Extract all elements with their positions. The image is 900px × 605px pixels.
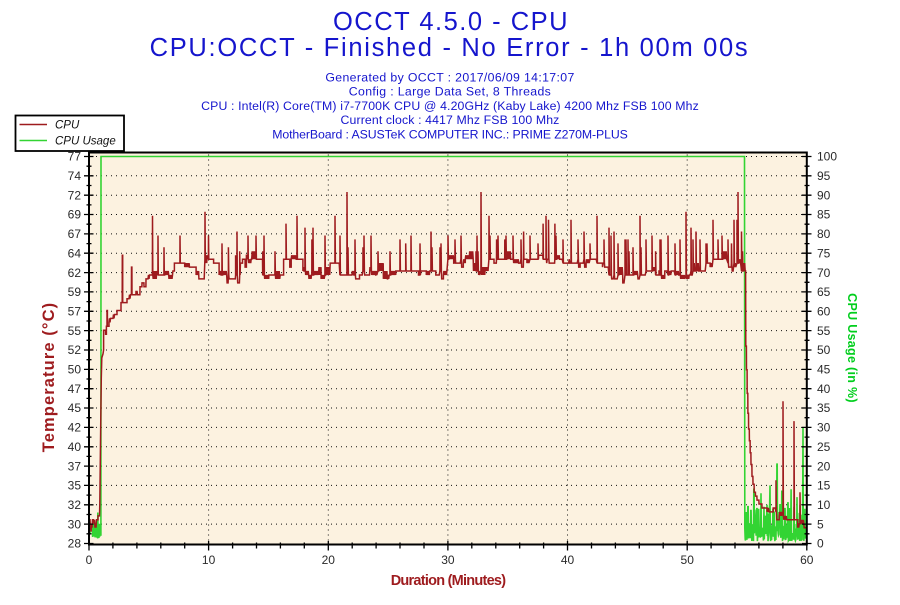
svg-text:70: 70	[817, 266, 831, 280]
svg-text:10: 10	[202, 553, 216, 567]
svg-text:65: 65	[817, 285, 831, 299]
svg-text:47: 47	[68, 382, 82, 396]
svg-text:72: 72	[68, 188, 82, 202]
svg-text:50: 50	[681, 553, 695, 567]
svg-text:Generated by OCCT : 2017/06/09: Generated by OCCT : 2017/06/09 14:17:07	[325, 71, 574, 85]
svg-text:0: 0	[86, 553, 93, 567]
svg-text:35: 35	[68, 479, 82, 493]
svg-text:52: 52	[68, 343, 82, 357]
svg-text:35: 35	[817, 401, 831, 415]
svg-text:CPU Usage (in %): CPU Usage (in %)	[845, 293, 859, 403]
svg-text:74: 74	[68, 169, 82, 183]
svg-text:25: 25	[817, 440, 831, 454]
svg-text:45: 45	[817, 363, 831, 377]
svg-text:60: 60	[800, 553, 814, 567]
svg-text:60: 60	[817, 305, 831, 319]
svg-text:MotherBoard : ASUSTeK COMPUTER: MotherBoard : ASUSTeK COMPUTER INC.: PRI…	[272, 127, 628, 141]
svg-text:20: 20	[817, 459, 831, 473]
svg-text:55: 55	[817, 324, 831, 338]
svg-text:CPU: CPU	[55, 120, 80, 132]
svg-text:Duration (Minutes): Duration (Minutes)	[391, 573, 506, 589]
svg-text:59: 59	[68, 285, 82, 299]
svg-text:40: 40	[68, 440, 82, 454]
svg-text:77: 77	[68, 150, 82, 164]
svg-text:28: 28	[68, 537, 82, 551]
svg-text:Config : Large Data Set, 8 Thr: Config : Large Data Set, 8 Threads	[349, 85, 551, 99]
svg-text:30: 30	[817, 421, 831, 435]
svg-text:15: 15	[817, 479, 831, 493]
svg-text:42: 42	[68, 421, 82, 435]
svg-text:50: 50	[817, 343, 831, 357]
svg-text:CPU : Intel(R) Core(TM) i7-770: CPU : Intel(R) Core(TM) i7-7700K CPU @ 4…	[201, 99, 699, 113]
svg-text:Temperature (°C): Temperature (°C)	[40, 302, 58, 452]
svg-text:10: 10	[817, 498, 831, 512]
svg-text:67: 67	[68, 227, 82, 241]
svg-text:69: 69	[68, 208, 82, 222]
svg-text:CPU:OCCT - Finished - No Error: CPU:OCCT - Finished - No Error - 1h 00m …	[150, 34, 750, 62]
svg-text:45: 45	[68, 401, 82, 415]
svg-text:100: 100	[817, 150, 837, 164]
svg-text:57: 57	[68, 305, 82, 319]
svg-text:95: 95	[817, 169, 831, 183]
svg-text:55: 55	[68, 324, 82, 338]
svg-text:32: 32	[68, 498, 82, 512]
svg-text:OCCT 4.5.0 - CPU: OCCT 4.5.0 - CPU	[333, 8, 569, 36]
svg-text:62: 62	[68, 266, 82, 280]
svg-text:40: 40	[561, 553, 575, 567]
svg-text:30: 30	[441, 553, 455, 567]
svg-text:64: 64	[68, 246, 82, 260]
svg-text:40: 40	[817, 382, 831, 396]
svg-text:5: 5	[817, 517, 824, 531]
svg-text:80: 80	[817, 227, 831, 241]
svg-text:75: 75	[817, 246, 831, 260]
svg-text:Current clock : 4417 Mhz FSB 1: Current clock : 4417 Mhz FSB 100 Mhz	[341, 113, 560, 127]
svg-text:30: 30	[68, 517, 82, 531]
svg-text:20: 20	[322, 553, 336, 567]
svg-text:37: 37	[68, 459, 82, 473]
svg-text:85: 85	[817, 208, 831, 222]
svg-text:50: 50	[68, 363, 82, 377]
svg-text:CPU Usage: CPU Usage	[55, 136, 116, 148]
svg-text:90: 90	[817, 188, 831, 202]
svg-text:0: 0	[817, 537, 824, 551]
